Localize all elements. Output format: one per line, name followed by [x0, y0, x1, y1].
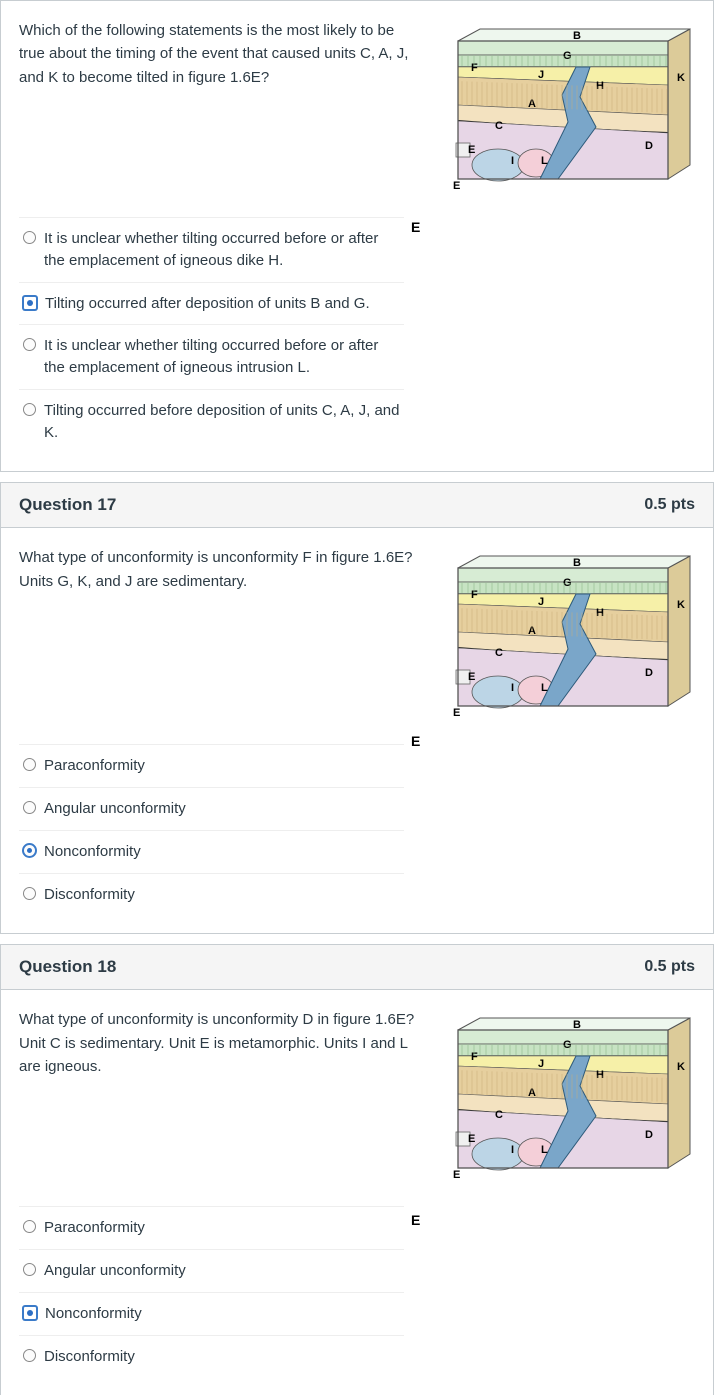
radio-icon[interactable]: [23, 296, 37, 310]
radio-icon[interactable]: [23, 801, 36, 814]
svg-text:J: J: [538, 1058, 544, 1070]
svg-text:F: F: [471, 1051, 478, 1063]
answer-option[interactable]: Paraconformity: [19, 744, 404, 787]
radio-icon[interactable]: [23, 1220, 36, 1233]
option-label: Angular unconformity: [44, 1260, 400, 1282]
question-title: Question 17: [19, 495, 116, 515]
svg-text:I: I: [511, 682, 514, 694]
option-label: Tilting occurred after deposition of uni…: [45, 293, 400, 315]
svg-text:E: E: [453, 180, 460, 192]
option-label: It is unclear whether tilting occurred b…: [44, 228, 400, 272]
svg-text:E: E: [468, 1133, 475, 1145]
answer-option[interactable]: It is unclear whether tilting occurred b…: [19, 324, 404, 389]
answer-option[interactable]: Tilting occurred before deposition of un…: [19, 389, 404, 454]
option-label: Nonconformity: [44, 841, 400, 863]
answer-option[interactable]: Tilting occurred after deposition of uni…: [19, 282, 404, 325]
geology-figure: BGFJKHACEILDE: [433, 19, 695, 199]
question-points: 0.5 pts: [644, 496, 695, 514]
question-prompt: Which of the following statements is the…: [19, 19, 421, 89]
svg-text:B: B: [573, 30, 581, 42]
option-label: It is unclear whether tilting occurred b…: [44, 335, 400, 379]
svg-text:D: D: [645, 667, 653, 679]
question-prompt: What type of unconformity is unconformit…: [19, 1008, 421, 1078]
question-body: Which of the following statements is the…: [1, 1, 713, 471]
options-list: It is unclear whether tilting occurred b…: [19, 217, 695, 453]
svg-text:E: E: [453, 1169, 460, 1181]
svg-text:K: K: [677, 1061, 685, 1073]
question-points: 0.5 pts: [644, 958, 695, 976]
geology-figure: BGFJKHACEILDE: [433, 546, 695, 726]
prompt-row: Which of the following statements is the…: [19, 19, 695, 199]
answer-option[interactable]: Angular unconformity: [19, 787, 404, 830]
options-list: Paraconformity Angular unconformity Noncon…: [19, 744, 695, 915]
question-17: Question 17 0.5 pts What type of unconfo…: [0, 482, 714, 934]
svg-text:C: C: [495, 120, 503, 132]
radio-icon[interactable]: [23, 231, 36, 244]
label-e: E: [411, 733, 420, 749]
answer-option[interactable]: Paraconformity: [19, 1206, 404, 1249]
question-16: Which of the following statements is the…: [0, 0, 714, 472]
radio-icon[interactable]: [23, 1306, 37, 1320]
radio-icon[interactable]: [23, 887, 36, 900]
svg-text:E: E: [453, 707, 460, 719]
question-title: Question 18: [19, 957, 116, 977]
option-label: Disconformity: [44, 1346, 400, 1368]
radio-icon[interactable]: [23, 758, 36, 771]
svg-text:B: B: [573, 557, 581, 569]
question-body: What type of unconformity is unconformit…: [1, 990, 713, 1395]
prompt-row: What type of unconformity is unconformit…: [19, 1008, 695, 1188]
svg-text:C: C: [495, 1109, 503, 1121]
svg-text:E: E: [468, 144, 475, 156]
question-header: Question 18 0.5 pts: [1, 945, 713, 990]
svg-text:E: E: [468, 671, 475, 683]
svg-text:C: C: [495, 647, 503, 659]
options-list: Paraconformity Angular unconformity Noncon…: [19, 1206, 695, 1377]
label-e: E: [411, 219, 420, 235]
radio-icon[interactable]: [23, 844, 36, 857]
option-label: Paraconformity: [44, 1217, 400, 1239]
radio-icon[interactable]: [23, 1263, 36, 1276]
svg-text:L: L: [541, 155, 548, 167]
option-label: Tilting occurred before deposition of un…: [44, 400, 400, 444]
svg-text:D: D: [645, 1129, 653, 1141]
radio-icon[interactable]: [23, 1349, 36, 1362]
geology-figure: BGFJKHACEILDE: [433, 1008, 695, 1188]
option-label: Angular unconformity: [44, 798, 400, 820]
question-header: Question 17 0.5 pts: [1, 483, 713, 528]
answer-option[interactable]: Nonconformity: [19, 1292, 404, 1335]
prompt-row: What type of unconformity is unconformit…: [19, 546, 695, 726]
svg-text:K: K: [677, 599, 685, 611]
option-label: Paraconformity: [44, 755, 400, 777]
answer-option[interactable]: Nonconformity: [19, 830, 404, 873]
radio-icon[interactable]: [23, 403, 36, 416]
svg-text:I: I: [511, 1144, 514, 1156]
svg-text:J: J: [538, 69, 544, 81]
question-prompt: What type of unconformity is unconformit…: [19, 546, 421, 593]
question-18: Question 18 0.5 pts What type of unconfo…: [0, 944, 714, 1395]
svg-text:K: K: [677, 72, 685, 84]
svg-text:F: F: [471, 62, 478, 74]
label-e: E: [411, 1212, 420, 1228]
option-label: Disconformity: [44, 884, 400, 906]
svg-text:B: B: [573, 1019, 581, 1031]
svg-text:L: L: [541, 1144, 548, 1156]
svg-text:L: L: [541, 682, 548, 694]
answer-option[interactable]: It is unclear whether tilting occurred b…: [19, 217, 404, 282]
svg-text:J: J: [538, 596, 544, 608]
answer-option[interactable]: Disconformity: [19, 873, 404, 916]
radio-icon[interactable]: [23, 338, 36, 351]
answer-option[interactable]: Angular unconformity: [19, 1249, 404, 1292]
option-label: Nonconformity: [45, 1303, 400, 1325]
question-body: What type of unconformity is unconformit…: [1, 528, 713, 933]
svg-text:I: I: [511, 155, 514, 167]
svg-text:D: D: [645, 140, 653, 152]
svg-text:F: F: [471, 589, 478, 601]
answer-option[interactable]: Disconformity: [19, 1335, 404, 1378]
